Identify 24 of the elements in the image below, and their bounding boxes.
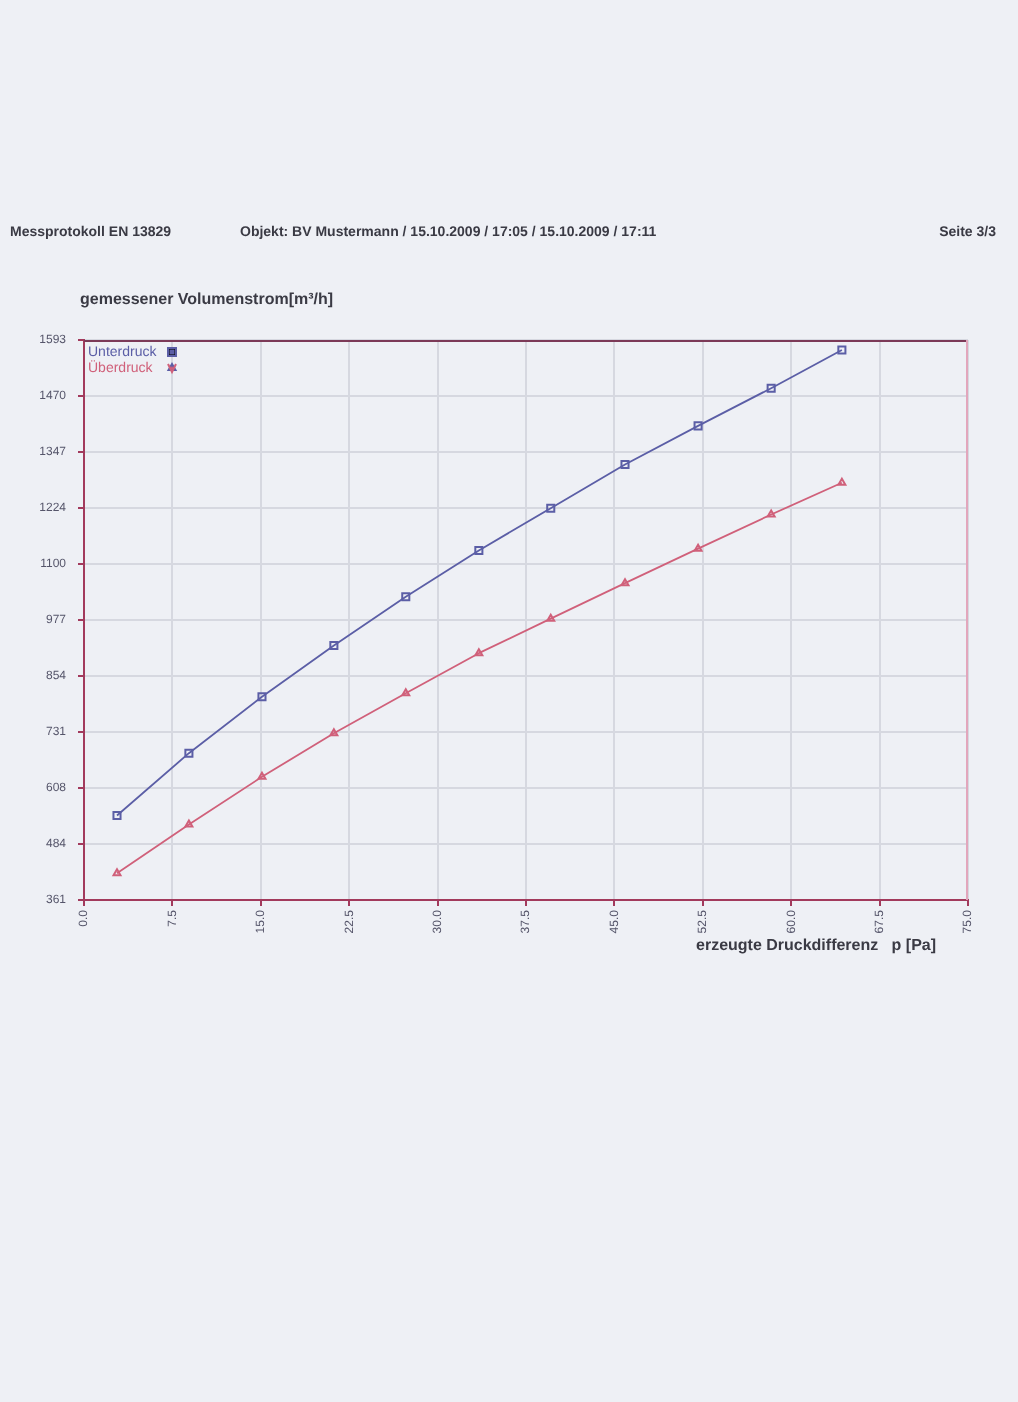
point [693, 421, 703, 431]
point [257, 771, 267, 780]
point [837, 345, 847, 355]
point [401, 688, 411, 697]
point [112, 810, 122, 820]
point [837, 477, 847, 486]
point [329, 640, 339, 650]
point [184, 748, 194, 758]
point [766, 509, 776, 518]
point [401, 592, 411, 602]
point [546, 503, 556, 513]
point [620, 460, 630, 470]
point [620, 578, 630, 587]
point [693, 543, 703, 552]
y-axis-title: gemessener Volumenstrom[m³/h] [80, 290, 334, 308]
point [112, 868, 122, 877]
point [766, 383, 776, 393]
x-axis-title: erzeugte Druckdifferenz p [Pa] [696, 936, 937, 954]
point [257, 692, 267, 702]
point [329, 728, 339, 737]
point [546, 613, 556, 622]
point [474, 545, 484, 555]
point [474, 648, 484, 657]
point [184, 819, 194, 828]
